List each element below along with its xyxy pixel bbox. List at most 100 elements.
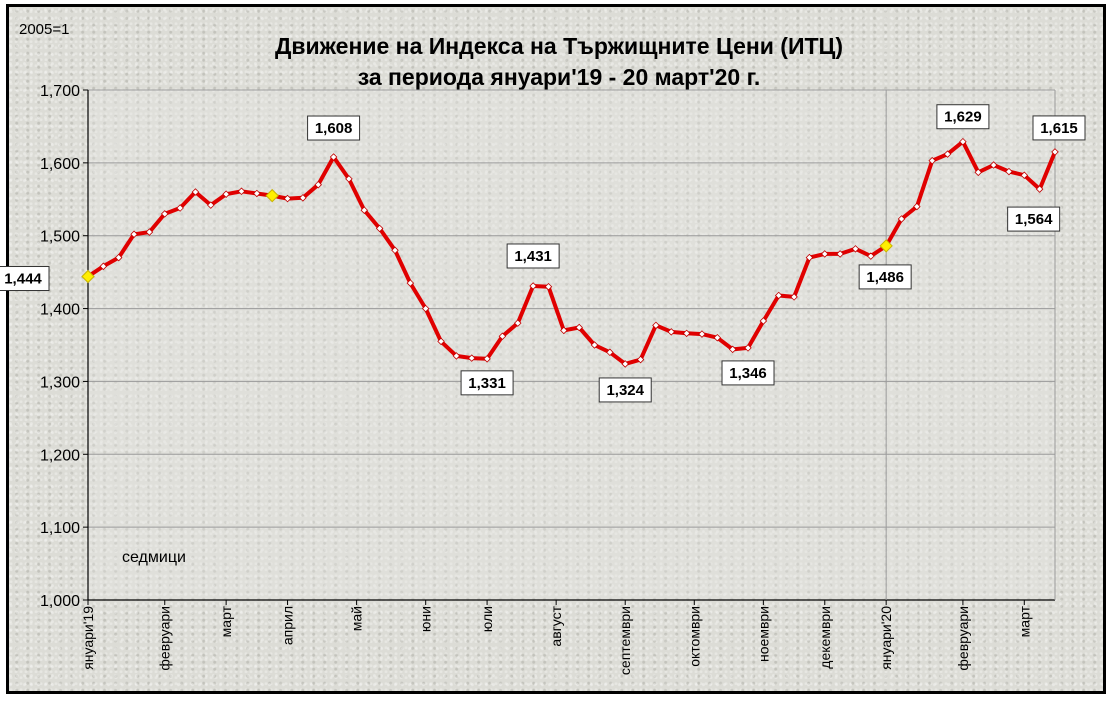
data-label-box xyxy=(0,266,50,292)
data-point xyxy=(820,250,829,258)
data-point xyxy=(744,344,752,352)
highlighted-data-point xyxy=(879,239,893,253)
x-tick-label: януари'19 xyxy=(80,606,96,670)
data-point xyxy=(805,253,814,262)
data-label: 1,444 xyxy=(0,266,50,292)
data-point xyxy=(867,252,875,260)
x-tick-label: септември xyxy=(617,606,633,675)
data-point xyxy=(283,194,292,203)
data-point xyxy=(928,156,936,165)
data-label-box xyxy=(936,104,990,130)
data-point xyxy=(790,293,798,301)
x-tick-label: ноември xyxy=(755,606,771,662)
data-label-box xyxy=(1007,206,1061,232)
data-point xyxy=(452,352,461,360)
data-label-text: 1,615 xyxy=(1040,120,1078,137)
highlighted-data-point xyxy=(81,269,95,284)
data-label-text: 1,629 xyxy=(944,109,982,126)
highlighted-data-point xyxy=(265,188,279,203)
data-label: 1,608 xyxy=(307,115,361,141)
data-point xyxy=(237,187,246,196)
data-point xyxy=(1051,148,1059,156)
data-point xyxy=(345,175,353,183)
y-tick-label: 1,200 xyxy=(40,447,80,464)
data-label-text: 1,486 xyxy=(866,269,904,286)
data-point xyxy=(145,228,154,236)
data-point xyxy=(498,332,507,341)
data-point xyxy=(529,282,537,290)
x-tick-label: юли xyxy=(479,606,495,632)
y-tick-label: 1,700 xyxy=(40,83,80,100)
data-point xyxy=(851,245,860,253)
data-point xyxy=(728,345,737,354)
data-point xyxy=(913,202,921,211)
data-label-text: 1,331 xyxy=(468,375,506,392)
data-point xyxy=(421,304,430,313)
data-point xyxy=(682,329,691,338)
data-point xyxy=(222,190,230,198)
data-label-box xyxy=(307,115,361,141)
data-point xyxy=(636,355,645,364)
data-point xyxy=(406,279,415,287)
y-tick-label: 1,300 xyxy=(40,374,80,391)
data-point xyxy=(621,360,629,368)
data-point xyxy=(575,323,583,332)
data-point xyxy=(299,194,307,202)
data-label: 1,346 xyxy=(721,360,775,386)
chart-title: Движение на Индекса на Тържищните Цени (… xyxy=(275,33,843,59)
data-point xyxy=(959,137,967,146)
data-point xyxy=(897,215,906,223)
series-line xyxy=(86,139,1057,366)
data-point xyxy=(943,150,952,158)
data-point xyxy=(1005,167,1013,176)
x-tick-label: април xyxy=(280,606,296,645)
data-label-text: 1,564 xyxy=(1015,211,1053,228)
chart-frame: 2005=1 Движение на Индекса на Тържищните… xyxy=(6,4,1106,694)
x-tick-label: февруари xyxy=(157,606,173,671)
data-point xyxy=(360,206,369,214)
y-tick-label: 1,400 xyxy=(40,302,80,319)
x-tick-label: май xyxy=(349,606,365,631)
data-label-text: 1,608 xyxy=(315,120,353,137)
data-label-text: 1,444 xyxy=(4,271,42,288)
x-tick-label: юни xyxy=(418,606,434,632)
data-point xyxy=(713,333,722,342)
data-point xyxy=(560,326,568,335)
data-label-text: 1,324 xyxy=(606,382,644,399)
data-point xyxy=(99,262,108,271)
data-point xyxy=(191,188,200,196)
data-label-box xyxy=(598,377,652,403)
data-point xyxy=(467,354,476,362)
x-tick-label: август xyxy=(548,605,564,646)
x-tick-label: октомври xyxy=(686,606,702,667)
chart-subtitle: за периода януари'19 - 20 март'20 г. xyxy=(357,64,761,90)
data-point xyxy=(514,319,522,327)
data-point xyxy=(314,180,323,189)
data-point xyxy=(114,253,123,262)
data-label: 1,564 xyxy=(1007,206,1061,232)
data-point xyxy=(774,291,783,300)
x-tick-label: януари'20 xyxy=(878,606,894,670)
base-year-note: 2005=1 xyxy=(19,21,70,38)
data-point xyxy=(1020,171,1029,180)
data-point xyxy=(974,168,983,177)
data-point xyxy=(759,317,768,325)
x-tick-label: февруари xyxy=(955,606,971,671)
data-label: 1,331 xyxy=(460,370,514,396)
data-point xyxy=(253,189,261,198)
y-tick-label: 1,500 xyxy=(40,229,80,246)
plot-area xyxy=(88,90,1055,600)
data-label-box xyxy=(858,264,912,290)
data-point xyxy=(207,201,215,209)
data-point xyxy=(544,282,553,291)
data-point xyxy=(1035,185,1044,193)
data-point xyxy=(836,250,844,258)
data-point xyxy=(989,161,998,169)
data-point xyxy=(667,328,676,336)
data-label-text: 1,346 xyxy=(729,365,767,382)
data-label-box xyxy=(506,243,560,269)
y-tick-label: 1,000 xyxy=(40,593,80,610)
data-point xyxy=(391,246,399,255)
x-tick-label: март xyxy=(218,605,234,637)
